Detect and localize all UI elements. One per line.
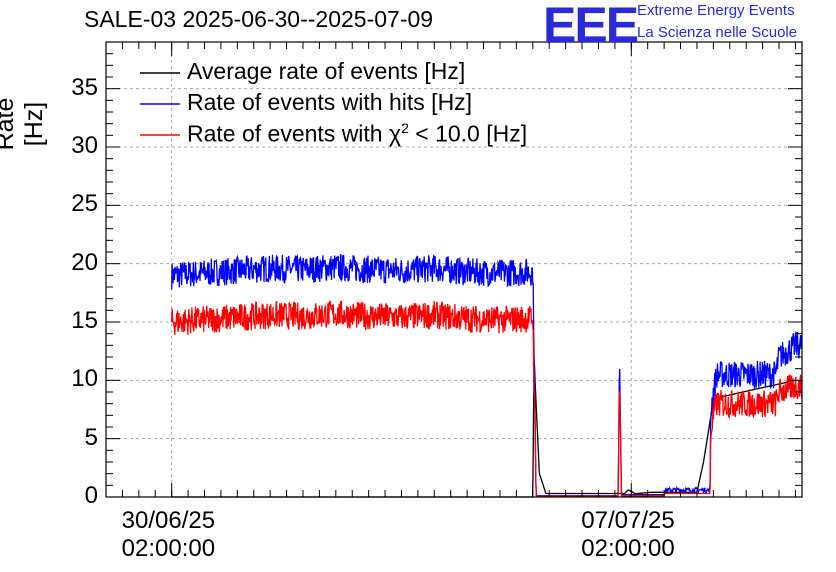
- y-tick-label: 0: [84, 482, 98, 509]
- y-tick-label: 20: [71, 248, 98, 276]
- logo-line-2: La Scienza nelle Scuole: [637, 24, 798, 41]
- y-tick-label: 5: [84, 423, 98, 451]
- legend-chi2-pre: Rate of events with χ: [187, 120, 402, 147]
- y-tick-label: 30: [71, 132, 98, 159]
- x-tick-time: 02:00:00: [121, 535, 216, 562]
- x-tick-date: 30/06/25: [121, 507, 216, 534]
- x-tick-label: 07/07/25 02:00:00: [581, 507, 674, 563]
- chart-title: SALE-03 2025-06-30--2025-07-09: [84, 6, 434, 32]
- legend-swatches: [140, 72, 180, 136]
- series-line-2: [171, 300, 803, 498]
- x-tick-time: 02:00:00: [581, 535, 675, 562]
- y-tick-label: 10: [71, 365, 98, 393]
- legend-entry-hits: Rate of events with hits [Hz]: [187, 89, 473, 115]
- x-tick-date: 07/07/25: [581, 507, 675, 534]
- legend-entry-average: Average rate of events [Hz]: [187, 58, 466, 84]
- logo-line-1: Extreme Energy Events: [637, 2, 795, 19]
- legend-entry-chi2: Rate of events with χ2 < 10.0 [Hz]: [187, 120, 527, 148]
- legend-chi2-sup: 2: [401, 120, 409, 136]
- series-group: [171, 254, 803, 498]
- legend-chi2-post: < 10.0 [Hz]: [408, 120, 528, 147]
- plot-frame: [105, 41, 803, 498]
- y-tick-label: 15: [71, 307, 98, 334]
- x-tick-label: 30/06/25 02:00:00: [122, 507, 215, 563]
- y-tick-label: 25: [71, 190, 98, 218]
- axis-ticks: [105, 42, 802, 498]
- plot-border: [105, 41, 803, 498]
- eee-logo: EEE: [543, 0, 639, 53]
- series-line-1: [171, 254, 803, 497]
- y-tick-label: 35: [71, 73, 98, 101]
- series-line-0: [171, 362, 796, 498]
